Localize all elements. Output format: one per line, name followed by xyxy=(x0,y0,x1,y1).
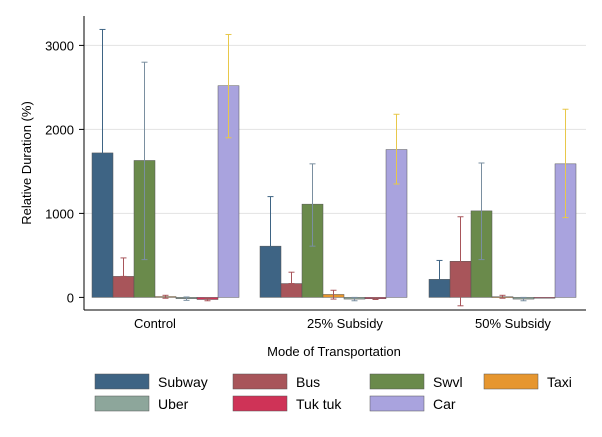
x-axis-title: Mode of Transportation xyxy=(267,344,401,359)
legend-item-taxi: Taxi xyxy=(483,373,572,390)
legend-swatch xyxy=(369,373,425,390)
axes xyxy=(83,16,586,311)
error-bar xyxy=(520,296,527,302)
legend-label: Swvl xyxy=(433,374,463,390)
error-bar xyxy=(288,271,295,285)
y-tick-label: 3000 xyxy=(45,38,74,53)
error-bar xyxy=(436,259,443,297)
error-bar xyxy=(267,196,274,297)
legend-item-car: Car xyxy=(369,395,456,412)
error-bar xyxy=(120,257,127,277)
x-tick-label: Control xyxy=(134,316,176,331)
legend-label: Taxi xyxy=(547,374,572,390)
legend-swatch xyxy=(232,373,288,390)
legend-item-tuk-tuk: Tuk tuk xyxy=(232,395,342,412)
error-bar xyxy=(393,113,400,185)
error-bar xyxy=(499,294,506,299)
grid-lines xyxy=(84,44,586,214)
legend-swatch xyxy=(94,373,150,390)
error-bar xyxy=(478,162,485,261)
bar-bus-2 xyxy=(280,283,303,298)
error-bar xyxy=(141,61,148,261)
x-ticks: Control 25% Subsidy 50% Subsidy xyxy=(134,316,551,331)
bars-group xyxy=(91,28,577,307)
error-bar xyxy=(457,216,464,307)
y-axis-title: Relative Duration (%) xyxy=(19,101,34,225)
error-bar xyxy=(99,28,106,278)
x-tick-label: 25% Subsidy xyxy=(307,316,383,331)
error-bar xyxy=(330,289,337,300)
bar-bus-1 xyxy=(112,276,135,298)
legend-label: Car xyxy=(433,396,456,412)
error-bar xyxy=(183,296,190,301)
error-bar xyxy=(562,108,569,219)
legend-item-subway: Subway xyxy=(94,373,208,390)
error-bar xyxy=(162,294,169,299)
legend-swatch xyxy=(94,395,150,412)
legend-label: Bus xyxy=(296,374,320,390)
error-bar xyxy=(204,297,211,302)
error-bar xyxy=(309,163,316,247)
error-bar xyxy=(372,297,379,300)
legend-label: Tuk tuk xyxy=(296,396,342,412)
legend-item-swvl: Swvl xyxy=(369,373,463,390)
legend-swatch xyxy=(483,373,539,390)
error-bar xyxy=(225,33,232,139)
error-bar xyxy=(351,296,358,302)
bar-tuk-tuk-3 xyxy=(533,297,556,299)
y-ticks: 0 1000 2000 3000 xyxy=(45,38,84,305)
legend-swatch xyxy=(232,395,288,412)
legend-swatch xyxy=(369,395,425,412)
y-tick-label: 0 xyxy=(67,290,74,305)
legend-item-bus: Bus xyxy=(232,373,320,390)
y-tick-label: 1000 xyxy=(45,206,74,221)
x-tick-label: 50% Subsidy xyxy=(475,316,551,331)
legend-label: Subway xyxy=(158,374,208,390)
y-tick-label: 2000 xyxy=(45,122,74,137)
legend: Subway Bus Swvl Taxi Uber Tuk tuk Car xyxy=(94,373,572,412)
legend-label: Uber xyxy=(158,396,189,412)
legend-item-uber: Uber xyxy=(94,395,189,412)
